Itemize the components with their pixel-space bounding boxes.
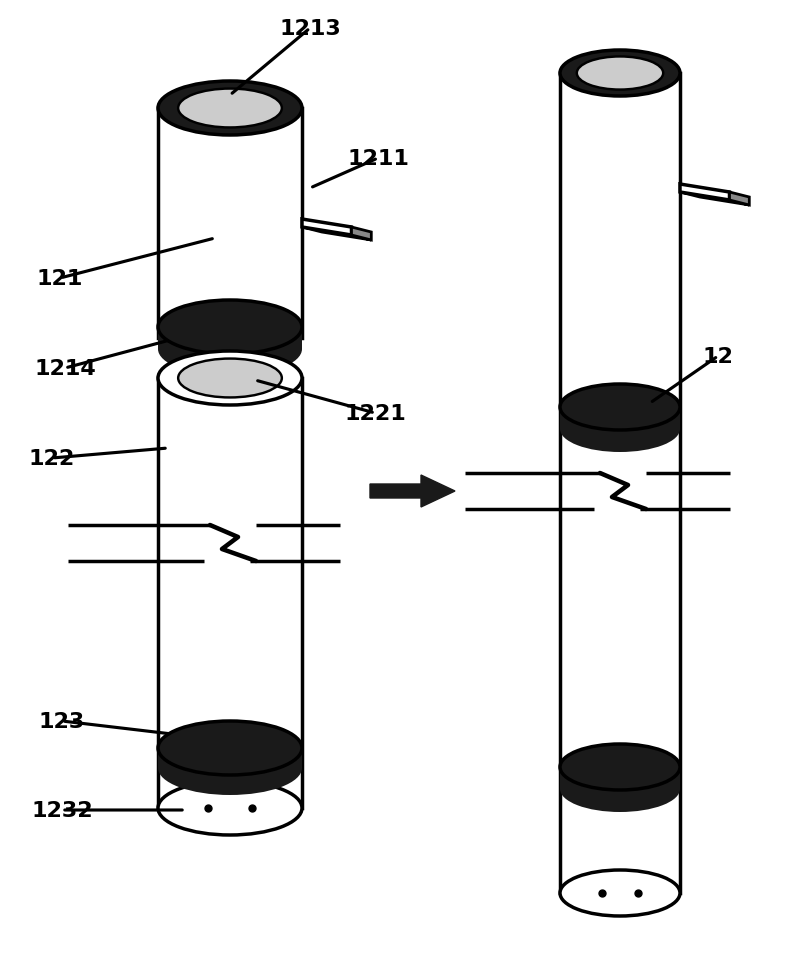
Polygon shape: [158, 328, 302, 350]
Polygon shape: [351, 228, 371, 241]
Ellipse shape: [158, 781, 302, 835]
Polygon shape: [680, 193, 749, 205]
Polygon shape: [680, 185, 729, 200]
Text: 1211: 1211: [347, 149, 409, 169]
Ellipse shape: [577, 58, 663, 91]
Ellipse shape: [560, 407, 680, 453]
Polygon shape: [560, 408, 680, 429]
Polygon shape: [302, 220, 351, 236]
Polygon shape: [370, 475, 455, 508]
Ellipse shape: [158, 323, 302, 377]
Ellipse shape: [560, 766, 680, 812]
Text: 123: 123: [39, 711, 85, 732]
Text: 1213: 1213: [279, 19, 341, 39]
Text: 1214: 1214: [34, 359, 96, 378]
Polygon shape: [302, 228, 371, 241]
Text: 12: 12: [703, 346, 733, 367]
Text: 1221: 1221: [344, 404, 406, 423]
Ellipse shape: [178, 89, 282, 128]
Text: 121: 121: [37, 269, 83, 289]
Ellipse shape: [560, 744, 680, 790]
Ellipse shape: [158, 82, 302, 136]
Text: 122: 122: [29, 449, 75, 468]
Ellipse shape: [560, 51, 680, 97]
Text: 1232: 1232: [31, 800, 93, 821]
Ellipse shape: [178, 359, 282, 398]
Polygon shape: [729, 193, 749, 205]
Polygon shape: [158, 748, 302, 768]
Ellipse shape: [158, 741, 302, 795]
Ellipse shape: [158, 300, 302, 355]
Ellipse shape: [560, 870, 680, 916]
Ellipse shape: [158, 352, 302, 406]
Polygon shape: [560, 767, 680, 789]
Ellipse shape: [158, 721, 302, 776]
Ellipse shape: [560, 384, 680, 430]
